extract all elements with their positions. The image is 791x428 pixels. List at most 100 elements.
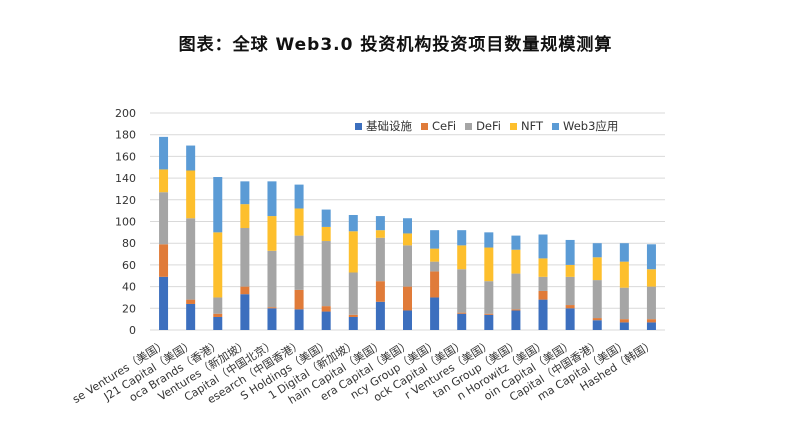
bar-segment [484,281,494,314]
bar-segment [619,243,629,262]
bar-segment [646,244,656,270]
y-tick-label: 160 [115,150,136,163]
bar-segment [592,243,602,258]
bar-segment [186,218,196,300]
bar-segment [159,244,169,277]
bar-segment [375,301,385,330]
bar-segment [538,258,548,277]
bar-segment [348,231,358,273]
bar-segment [403,218,412,234]
bar-segment [592,320,602,330]
bar-segment [240,286,250,295]
bar-segment [159,276,169,330]
bar-segment [592,280,602,319]
y-tick-label: 200 [115,107,136,120]
legend-label: CeFi [432,119,457,133]
bar-segment [484,314,494,330]
bar-segment [646,322,656,330]
bar-segment [321,226,331,242]
bar-segment [619,287,629,320]
legend-swatch [509,122,517,130]
bar-segment [267,181,277,217]
bar-segment [565,239,575,265]
bar-segment [619,319,629,323]
bar-segment [646,319,656,323]
bar-segment [240,228,250,287]
bar-segment [294,289,304,310]
bar-segment [565,264,575,277]
bar-segment [159,192,169,245]
bar-segment [213,177,223,233]
bar-segment [457,312,467,314]
legend-label: DeFi [476,119,501,133]
bar-segment [538,276,548,291]
bar-segment [430,271,440,298]
bar-segment [267,216,277,251]
bar-segment [403,245,412,287]
bar-segment [321,311,331,330]
legend-item: Web3应用 [552,118,618,134]
bar-segment [538,234,548,259]
bar-segment [294,235,304,290]
bar-segment [375,230,385,238]
legend-swatch [421,122,428,130]
bar-segment [592,318,602,321]
bar-segment [213,232,223,298]
bar-segment [484,247,494,282]
bar-segment [348,272,358,315]
bar-segment [619,322,629,330]
bar-segment [213,313,223,317]
bar-segment [159,136,169,170]
bar-segment [430,261,440,272]
bar-segment [457,245,467,270]
bar-segment [186,303,196,330]
bar-segment [511,249,521,274]
bar-segment [646,286,656,320]
legend-item: DeFi [465,118,501,134]
bar-segment [538,299,548,330]
y-tick-label: 120 [115,194,136,207]
bar-segment [375,281,385,302]
bar-segment [321,241,331,307]
bar-segment [403,286,412,311]
bar-segment [186,170,196,219]
bar-segment [511,235,521,250]
y-tick-label: 20 [122,302,136,315]
bar-segment [294,208,304,236]
bar-segment [403,310,412,330]
bar-segment [592,257,602,281]
bar-segment [430,248,440,262]
bar-segment [240,204,250,229]
bar-segment [186,145,196,171]
y-tick-label: 40 [122,281,136,294]
bar-segment [565,308,575,330]
bar-segment [538,290,548,300]
bar-segment [267,307,277,309]
bar-segment [240,181,250,205]
legend-item: CeFi [421,118,456,134]
chart-legend: 基础设施 CeFi DeFi NFT Web3应用 [355,118,618,134]
legend-label: NFT [520,119,544,133]
legend-swatch [465,122,473,130]
bar-segment [430,230,440,249]
bar-segment [403,233,412,246]
y-tick-label: 0 [129,324,136,337]
legend-item: NFT [509,118,544,134]
bar-segment [565,276,575,306]
bar-segment [646,269,656,287]
bar-segment [565,305,575,309]
bar-segment [213,316,223,330]
y-tick-label: 180 [115,129,136,142]
bar-segment [619,261,629,288]
bar-segment [511,309,521,311]
y-tick-label: 60 [122,259,136,272]
legend-label: Web3应用 [563,119,619,133]
bar-segment [511,273,521,310]
bar-segment [457,313,467,330]
bar-segment [321,306,331,312]
bar-segment [511,310,521,330]
bar-segment [159,169,169,193]
bar-segment [375,216,385,231]
bar-segment [484,313,494,315]
legend-item: 基础设施 [355,118,412,134]
